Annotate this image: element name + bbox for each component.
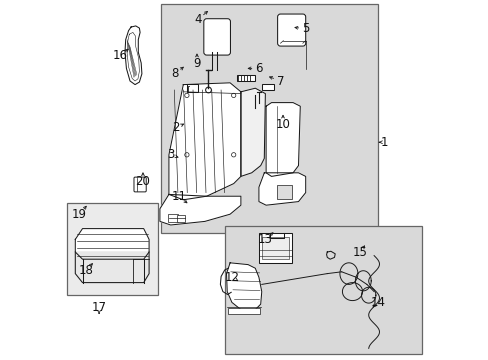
Text: 2: 2 [172, 121, 180, 134]
FancyBboxPatch shape [134, 177, 146, 192]
Text: 10: 10 [275, 118, 290, 131]
Polygon shape [168, 83, 241, 200]
Bar [186, 84, 197, 92]
Text: 3: 3 [167, 148, 174, 161]
Bar [261, 84, 274, 90]
Text: 19: 19 [72, 208, 87, 221]
Text: 20: 20 [135, 175, 150, 188]
Polygon shape [265, 103, 300, 176]
Bar [276, 185, 291, 199]
Bar [160, 4, 378, 233]
Text: 15: 15 [351, 246, 366, 258]
Text: 8: 8 [171, 67, 179, 80]
Text: 12: 12 [224, 271, 239, 284]
Text: 4: 4 [194, 13, 201, 26]
Bar [236, 75, 255, 81]
Bar [177, 215, 184, 222]
Polygon shape [75, 229, 149, 259]
Polygon shape [241, 88, 265, 176]
Bar [224, 226, 421, 354]
Text: 16: 16 [113, 49, 127, 62]
Text: 9: 9 [193, 57, 200, 69]
Text: 13: 13 [257, 233, 272, 246]
Text: 11: 11 [171, 190, 186, 203]
Polygon shape [160, 194, 241, 225]
FancyBboxPatch shape [277, 14, 305, 46]
Bar [168, 214, 178, 222]
Polygon shape [258, 173, 305, 205]
Text: 7: 7 [276, 75, 284, 87]
Polygon shape [226, 263, 261, 310]
Text: 1: 1 [380, 136, 388, 149]
Text: 14: 14 [369, 296, 385, 309]
Polygon shape [75, 252, 149, 283]
Polygon shape [125, 26, 142, 85]
Bar [258, 233, 291, 263]
Bar [228, 308, 260, 314]
Bar [67, 203, 158, 295]
Text: 18: 18 [79, 264, 93, 276]
Text: 5: 5 [302, 22, 309, 35]
FancyBboxPatch shape [203, 19, 230, 55]
Text: 6: 6 [255, 62, 262, 75]
Text: 17: 17 [91, 301, 106, 314]
Bar [261, 237, 288, 259]
